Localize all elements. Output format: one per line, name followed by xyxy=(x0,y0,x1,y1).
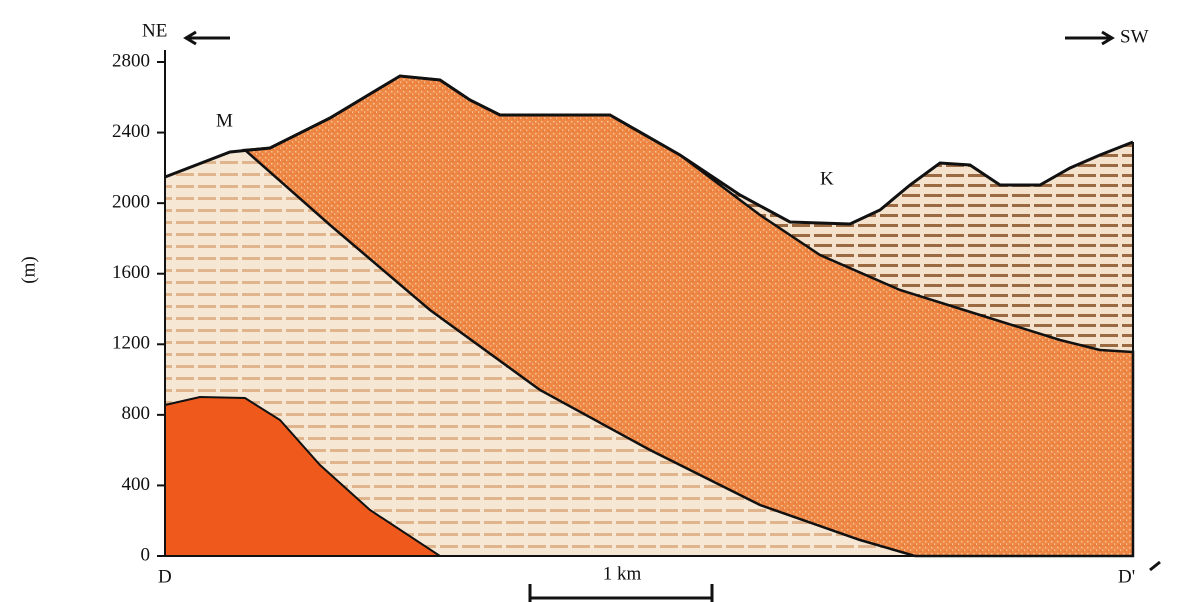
y-tick-label: 0 xyxy=(141,544,151,565)
cross-section: NE SW M K D D' 1 km (m) 0 400 800 1200 1600 2… xyxy=(0,0,1177,602)
end-mark xyxy=(1150,562,1160,570)
label-d: D xyxy=(158,566,172,587)
arrow-left xyxy=(186,32,230,44)
dir-sw: SW xyxy=(1120,26,1149,47)
y-tick-label: 400 xyxy=(122,474,151,495)
y-tick-label: 2400 xyxy=(112,121,150,142)
y-tick-label: 800 xyxy=(122,403,151,424)
label-m: M xyxy=(216,110,233,131)
arrow-right xyxy=(1065,32,1112,44)
scale-bar xyxy=(530,584,712,602)
y-tick-label: 1600 xyxy=(112,262,150,283)
axis-label: (m) xyxy=(18,256,39,283)
dir-ne: NE xyxy=(142,20,167,41)
label-k: K xyxy=(820,168,834,189)
label-d-prime: D' xyxy=(1118,566,1135,587)
scale-label: 1 km xyxy=(603,563,642,584)
y-tick-label: 2000 xyxy=(112,192,150,213)
y-tick-label: 2800 xyxy=(112,50,150,71)
y-tick-label: 1200 xyxy=(112,333,150,354)
